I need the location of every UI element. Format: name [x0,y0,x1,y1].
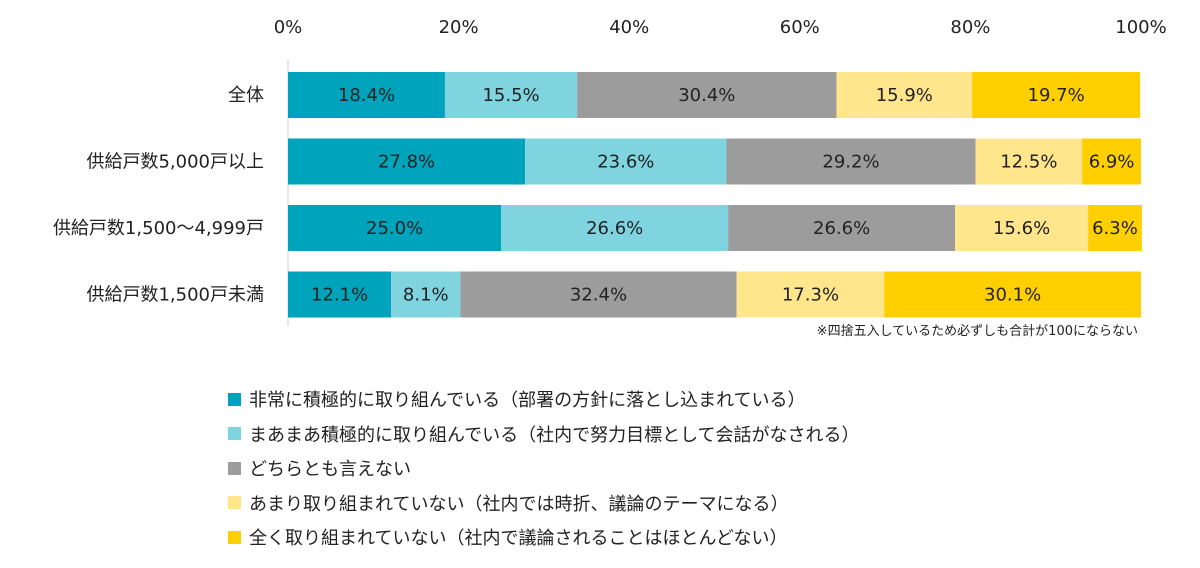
category-label: 供給戸数1,500戸未満 [86,285,264,306]
legend-item: 全く取り組まれていない（社内で議論されることはほとんどない） [228,520,860,555]
bar-segment [391,271,461,318]
data-label: 30.1% [984,285,1041,306]
data-label: 15.6% [993,218,1050,239]
legend-label: どちらとも言えない [249,459,411,481]
category-label: 全体 [228,85,264,106]
x-tick-label: 20% [439,17,479,38]
category-label: 供給戸数5,000戸以上 [86,152,264,173]
legend-swatch [228,496,241,510]
bar-segment [288,138,526,185]
legend-swatch [228,392,241,406]
legend-label: 非常に積極的に取り組んでいる（部署の方針に落とし込まれている） [249,390,806,412]
data-label: 25.0% [366,218,423,239]
stacked-bar-chart: 0% 20% 40% 60% 80% 100% 全体 18.4% 15.5% 30.4% 15.9%… [53,17,1167,326]
bar-segment [728,205,956,251]
data-label: 23.6% [597,152,654,173]
bar-segment [501,205,729,251]
data-label: 26.6% [586,218,643,239]
category-label: 供給戸数1,500〜4,999戸 [53,218,264,239]
legend-swatch [228,427,241,441]
x-tick-label: 80% [950,17,990,38]
data-label: 29.2% [822,152,879,173]
legend-label: あまり取り組まれていない（社内では時折、議論のテーマになる） [249,493,789,515]
data-label: 17.3% [782,285,839,306]
legend-label: まあまあ積極的に取り組んでいる（社内で努力目標として会話がなされる） [249,424,860,446]
data-label: 8.1% [403,285,449,306]
x-tick-label: 40% [609,17,649,38]
data-label: 18.4% [338,85,395,106]
legend-swatch [228,530,241,544]
rounding-note: ※四捨五入しているため必ずしも合計が100にならない [816,324,1138,339]
data-label: 27.8% [378,152,435,173]
legend-label: 全く取り組まれていない（社内で議論されることはほとんどない） [249,528,788,550]
data-label: 12.5% [1000,152,1057,173]
data-label: 15.9% [876,85,933,106]
bar-segment [975,138,1083,185]
data-label: 26.6% [813,218,870,239]
chart-legend: 非常に積極的に取り組んでいる（部署の方針に落とし込まれている） まあまあ積極的に取… [228,382,860,555]
legend-swatch [228,461,241,475]
bar-segment [444,72,578,118]
x-tick-label: 0% [274,17,303,38]
bar-segment [288,205,502,251]
data-label: 15.5% [482,85,539,106]
bar-segment [288,271,392,318]
data-label: 19.7% [1028,85,1085,106]
bar-segment [726,138,976,185]
bar-segment [288,72,445,118]
data-label: 32.4% [570,285,627,306]
bar-segment [1082,138,1141,185]
bar-segment [884,271,1141,318]
legend-item: まあまあ積極的に取り組んでいる（社内で努力目標として会話がなされる） [228,417,860,452]
data-label: 30.4% [678,85,735,106]
data-label: 6.3% [1092,218,1138,239]
bar-segment [577,72,837,118]
bar-segment [955,205,1089,251]
data-label: 12.1% [311,285,368,306]
bar-segment [460,271,737,318]
x-tick-label: 60% [780,17,820,38]
bar-segment [836,72,973,118]
data-label: 6.9% [1089,152,1135,173]
bar-segment [525,138,727,185]
bar-segment [972,72,1141,118]
bar-segment [736,271,885,318]
legend-item: 非常に積極的に取り組んでいる（部署の方針に落とし込まれている） [228,382,860,417]
legend-item: あまり取り組まれていない（社内では時折、議論のテーマになる） [228,486,860,521]
bar-segment [1088,205,1142,251]
legend-item: どちらとも言えない [228,451,860,486]
x-tick-label: 100% [1115,17,1166,38]
